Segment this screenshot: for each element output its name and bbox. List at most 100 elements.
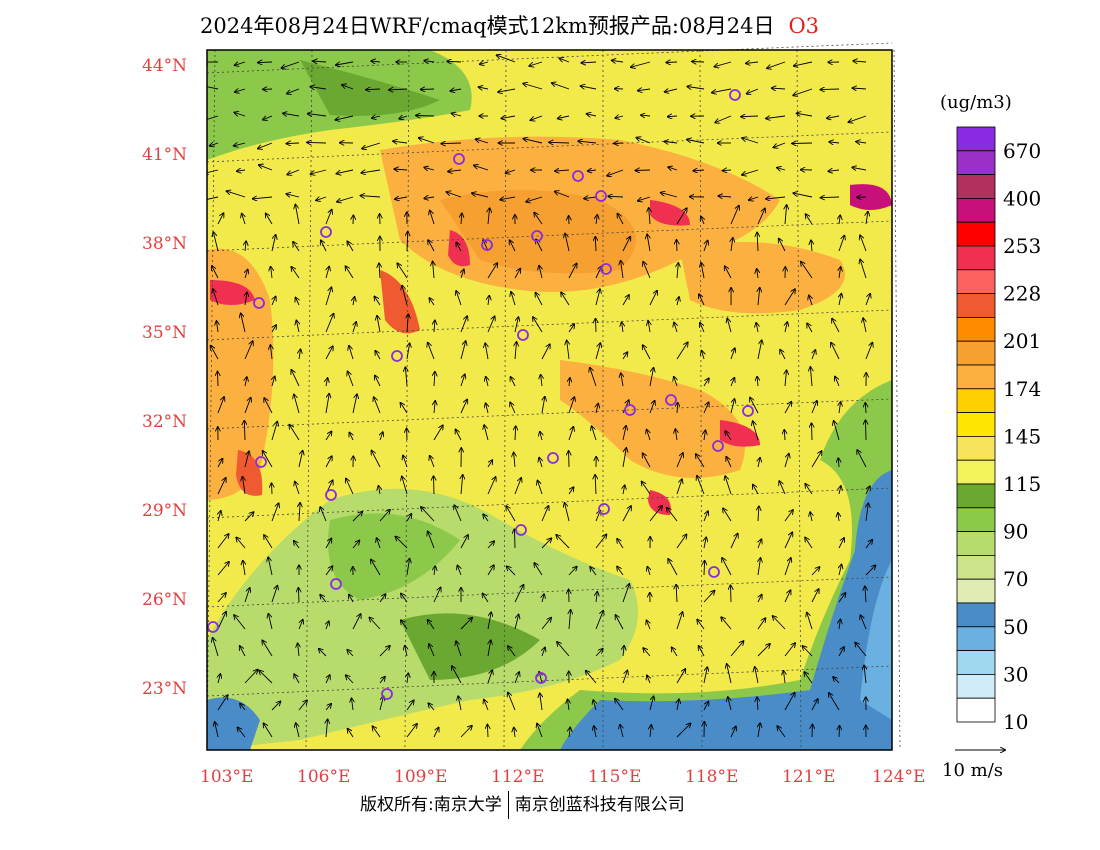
wind-arrow [676,534,687,549]
city-markers [207,89,754,700]
city-marker [708,566,720,578]
wind-arrow [541,538,551,549]
wind-arrow [541,375,542,387]
wind-arrow [596,592,597,603]
footer-divider [507,791,509,819]
wind-arrow [428,703,435,711]
wind-arrow [244,670,258,684]
legend-label: 50 [1003,615,1028,639]
wind-arrow [234,615,246,630]
wind-arrow [784,510,793,522]
wind-arrow [595,649,603,657]
sea-blue [560,470,892,750]
wind-arrow [649,696,654,711]
wind-arrow [336,61,354,65]
wind-arrow [839,486,841,495]
wind-arrow [244,588,250,603]
wind-arrow [213,289,219,306]
wind-arrow [514,615,519,630]
wind-arrow [704,430,705,441]
wind-arrow [810,367,812,387]
wind-arrow [500,197,516,200]
wind-arrow [730,399,735,414]
wind-arrow [416,116,435,117]
wind-arrow [839,402,841,414]
wind-arrow [244,451,249,468]
wind-arrow [595,289,600,306]
wind-arrow [213,638,219,657]
wind-arrow [375,376,381,387]
wind-arrow [514,453,515,468]
wind-arrow [421,89,435,90]
wind-arrow [730,348,735,360]
wind-arrow [325,210,332,225]
wind-arrow [542,594,544,603]
legend-swatch [956,459,996,485]
wind-arrow [730,641,744,657]
wind-arrow [308,114,327,116]
wind-arrow [703,241,708,252]
wind-arrow [674,323,677,333]
wind-arrow [487,612,491,630]
wind-arrow [757,340,762,360]
wind-arrow [406,700,414,711]
wind-arrow [696,454,705,468]
wind-arrow [461,475,463,495]
wind-arrow [419,138,435,144]
wind-arrow [244,398,251,414]
legend-swatch [956,245,996,271]
wind-arrow [558,116,570,119]
wind-arrow [703,378,709,387]
wind-arrow [394,169,408,170]
wind-arrow [864,666,866,684]
wind-arrow [537,724,543,738]
wind-arrow [434,476,435,495]
wind-arrow [337,196,354,202]
wind-arrow [805,538,813,549]
wind-arrow [643,345,651,360]
wind-arrow [240,704,246,711]
wind-arrow [483,514,489,522]
wind-arrow [635,170,651,171]
wind-arrow [592,426,597,441]
wind-arrow [677,297,679,306]
wind-arrow [833,677,840,684]
wind-arrow [672,647,678,657]
wind-arrow [559,58,570,62]
legend-swatch [956,626,996,651]
wind-arrow [207,196,219,200]
wind-arrow [581,86,597,90]
wind-arrow [647,234,650,252]
longitude-line [503,49,507,751]
wind-arrow [758,558,761,576]
wind-arrow [772,88,786,89]
wind-arrow [507,566,516,576]
wind-arrow [676,479,682,495]
wind-arrow [849,115,867,122]
wind-arrow [456,243,462,252]
wind-arrow [259,670,273,684]
wind-arrow [244,421,245,441]
wind-arrow [784,590,791,603]
wind-arrow [750,398,759,414]
wind-arrow [479,87,489,89]
wind-arrow [460,316,467,333]
wind-arrow [723,170,732,171]
wind-arrow [692,62,705,63]
wind-arrow [676,342,688,360]
wind-arrow [587,114,597,116]
wind-arrow [702,351,704,360]
wind-arrow [262,640,273,657]
wind-arrow [810,512,812,522]
wind-arrow [245,377,247,387]
wind-arrow [594,726,596,738]
wind-arrow [665,89,678,92]
wind-arrow [407,232,408,252]
wind-arrow [828,170,840,171]
city-marker [253,297,265,309]
legend-swatch [956,531,996,556]
wind-arrow [352,394,357,414]
wind-arrow [857,450,867,468]
wind-arrow [430,456,435,468]
wind-arrow [617,539,624,549]
